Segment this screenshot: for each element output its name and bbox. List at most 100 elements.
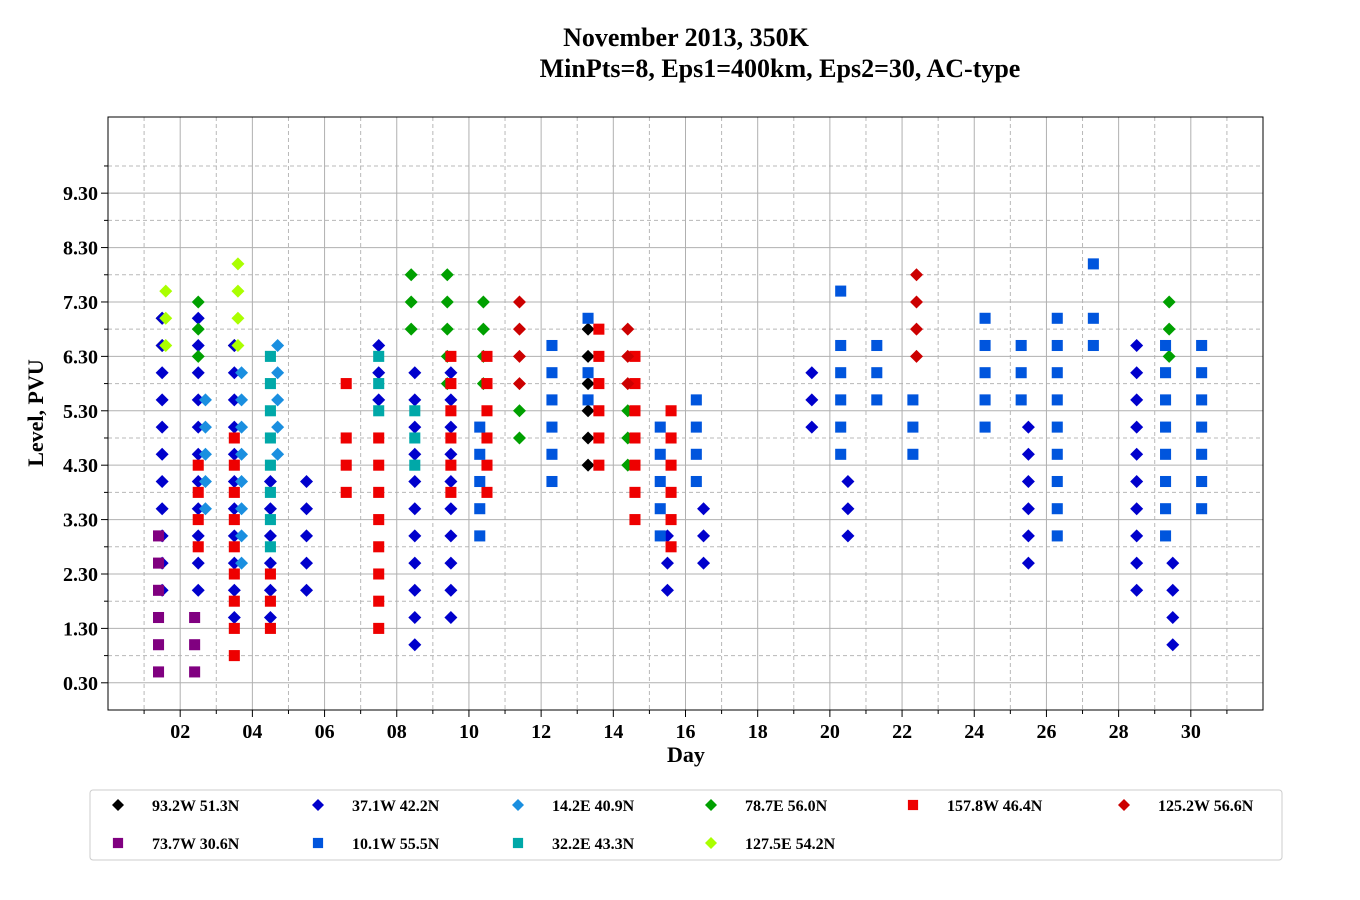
- data-point: [1166, 583, 1180, 597]
- data-point: [835, 339, 847, 352]
- data-point: [582, 367, 594, 379]
- data-point: [546, 475, 558, 488]
- data-point: [409, 459, 421, 471]
- data-point: [153, 611, 165, 624]
- data-point: [191, 295, 205, 309]
- x-tick-label: 30: [1181, 721, 1201, 743]
- data-point: [481, 405, 493, 417]
- y-tick-label: 9.30: [63, 183, 98, 205]
- data-point: [665, 514, 677, 526]
- y-axis: 0.30 1.30 2.30 3.30 4.30 5.30 6.30 7.30 8.30 9.30: [63, 165, 108, 695]
- data-point: [228, 650, 240, 662]
- data-point: [979, 339, 991, 352]
- x-tick-label: 10: [459, 721, 479, 743]
- data-point: [228, 568, 240, 580]
- data-point: [191, 556, 205, 570]
- chart-title: November 2013, 350K: [563, 23, 810, 52]
- data-point: [159, 284, 173, 298]
- x-tick-label: 14: [603, 721, 623, 743]
- data-point: [1160, 475, 1172, 488]
- legend-marker: [1118, 799, 1130, 811]
- data-point: [340, 432, 352, 444]
- data-point: [191, 502, 205, 516]
- legend-item: 10.1W 55.5N: [312, 836, 440, 853]
- data-point: [408, 529, 422, 543]
- data-point: [581, 377, 595, 391]
- data-point: [629, 350, 641, 362]
- data-point: [1130, 502, 1144, 516]
- legend-label: 127.5E 54.2N: [745, 836, 836, 853]
- y-tick-label: 5.30: [63, 401, 98, 423]
- data-point: [271, 447, 285, 461]
- data-point: [198, 393, 212, 407]
- data-point: [665, 405, 677, 417]
- data-point: [440, 295, 454, 309]
- y-tick-label: 2.30: [63, 564, 98, 586]
- data-point: [191, 393, 205, 407]
- data-point: [408, 583, 422, 597]
- data-point: [227, 447, 241, 461]
- data-point: [629, 432, 641, 444]
- data-point: [155, 502, 169, 516]
- data-point: [228, 486, 240, 498]
- legend-item: 32.2E 43.3N: [512, 836, 635, 853]
- data-point: [1051, 339, 1063, 352]
- x-axis-label: Day: [667, 742, 705, 767]
- data-point: [1130, 338, 1144, 352]
- data-point: [191, 322, 205, 336]
- data-point: [1166, 556, 1180, 570]
- y-tick-label: 7.30: [63, 292, 98, 314]
- y-tick-label: 4.30: [63, 455, 98, 477]
- legend-label: 32.2E 43.3N: [552, 836, 635, 853]
- data-point: [264, 486, 276, 498]
- legend-label: 37.1W 42.2N: [352, 798, 440, 815]
- data-point: [235, 393, 249, 407]
- data-point: [871, 394, 883, 406]
- plot-marks: [153, 257, 1208, 678]
- data-point: [1160, 503, 1172, 515]
- data-point: [907, 394, 919, 406]
- legend-marker: [312, 799, 324, 811]
- data-point: [444, 529, 458, 543]
- data-point: [1160, 339, 1172, 352]
- data-point: [1130, 393, 1144, 407]
- data-point: [1162, 322, 1176, 336]
- data-point: [264, 514, 276, 526]
- data-point: [155, 393, 169, 407]
- data-point: [192, 514, 204, 526]
- legend-label: 125.2W 56.6N: [1158, 798, 1254, 815]
- data-point: [654, 421, 666, 433]
- data-point: [697, 529, 711, 543]
- data-point: [1162, 349, 1176, 363]
- data-point: [231, 257, 245, 271]
- data-point: [581, 322, 595, 336]
- legend-marker: [112, 799, 124, 811]
- legend-item: 127.5E 54.2N: [705, 836, 836, 853]
- data-point: [1021, 556, 1035, 570]
- data-point: [191, 311, 205, 325]
- data-point: [593, 432, 605, 444]
- data-point: [1021, 420, 1035, 434]
- data-point: [1021, 475, 1035, 489]
- data-point: [231, 311, 245, 325]
- data-point: [189, 666, 201, 678]
- data-point: [191, 447, 205, 461]
- legend-item: 125.2W 56.6N: [1118, 798, 1254, 815]
- legend-label: 73.7W 30.6N: [152, 836, 240, 853]
- data-point: [408, 447, 422, 461]
- x-tick-label: 24: [964, 721, 984, 743]
- data-point: [264, 595, 276, 607]
- data-point: [228, 622, 240, 634]
- data-point: [445, 378, 457, 390]
- data-point: [1196, 503, 1208, 515]
- data-point: [444, 366, 458, 380]
- data-point: [300, 475, 314, 489]
- y-tick-label: 6.30: [63, 346, 98, 368]
- data-point: [373, 595, 385, 607]
- data-point: [1196, 448, 1208, 460]
- data-point: [1162, 295, 1176, 309]
- data-point: [474, 503, 486, 515]
- data-point: [189, 639, 201, 651]
- data-point: [198, 502, 212, 516]
- data-point: [235, 556, 249, 570]
